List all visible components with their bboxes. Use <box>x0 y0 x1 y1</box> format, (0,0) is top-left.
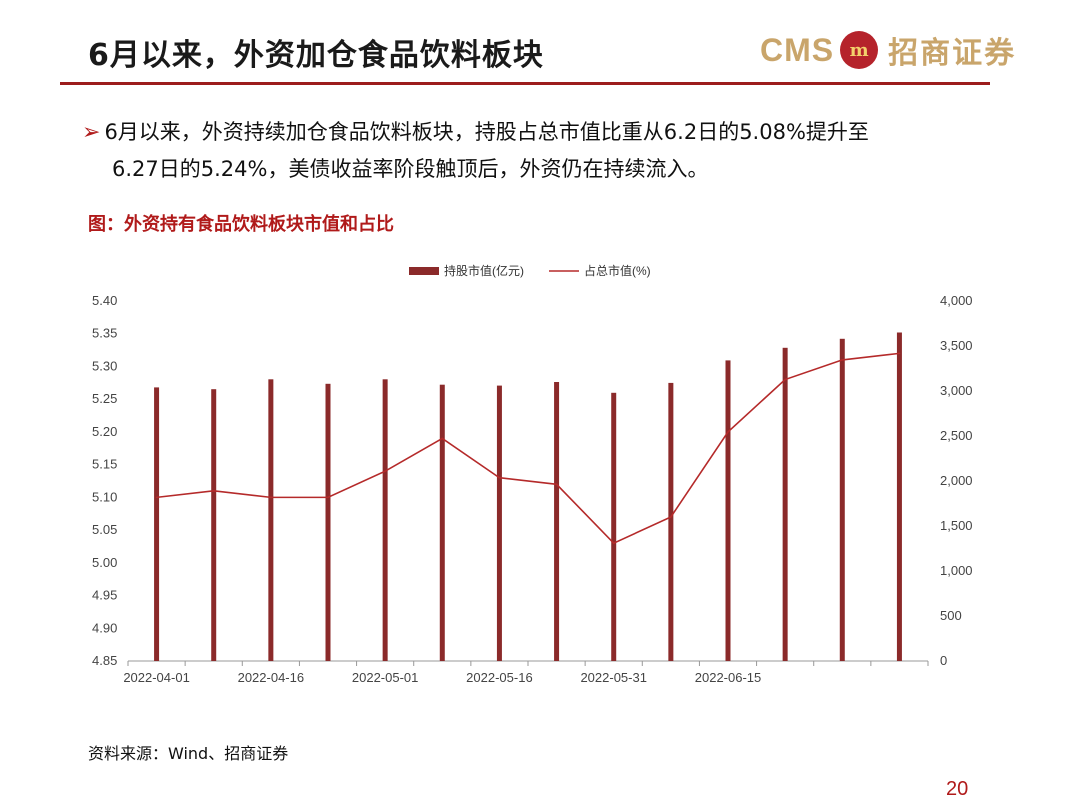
line-series <box>155 352 901 545</box>
bullet-line-2: 6.27日的5.24%，美债收益率阶段触顶后，外资仍在持续流入。 <box>112 157 709 181</box>
right-tick-label: 1,000 <box>940 563 973 578</box>
right-tick-label: 3,000 <box>940 383 973 398</box>
line-point <box>727 431 729 433</box>
source-note: 资料来源：Wind、招商证券 <box>88 744 289 763</box>
page-number: 20 <box>946 778 969 800</box>
line-point <box>555 483 558 486</box>
bar <box>896 332 902 661</box>
bar <box>839 338 845 661</box>
right-tick-label: 1,500 <box>940 518 973 533</box>
line-point <box>612 542 615 544</box>
x-tick-label: 2022-05-31 <box>580 670 647 685</box>
bar <box>554 382 560 661</box>
legend-label-line: 占总市值(%) <box>584 263 651 278</box>
right-tick-label: 2,000 <box>940 473 973 488</box>
right-tick-label: 500 <box>940 608 962 623</box>
left-tick-label: 4.95 <box>92 588 117 603</box>
x-axis: 2022-04-01 2022-04-16 2022-05-01 2022-05-16… <box>123 660 929 685</box>
bullet-line-1: 6月以来，外资持续加仓食品饮料板块，持股占总市值比重从6.2日的5.08%提升至 <box>104 120 869 144</box>
bar <box>211 389 217 661</box>
line-point <box>327 496 329 499</box>
x-tick-label: 2022-04-01 <box>123 670 190 685</box>
line-point <box>898 352 901 355</box>
bar <box>382 379 388 661</box>
bar <box>325 383 331 661</box>
header-rule <box>60 82 990 85</box>
left-tick-label: 5.00 <box>92 555 117 570</box>
right-tick-label: 2,500 <box>940 428 973 443</box>
bar <box>268 379 274 661</box>
bar <box>611 392 617 661</box>
left-tick-label: 5.15 <box>92 457 117 472</box>
right-tick-label: 3,500 <box>940 338 973 353</box>
line-point <box>498 476 501 479</box>
line-point <box>841 359 844 361</box>
right-tick-label: 4,000 <box>940 293 973 308</box>
bullet-arrow-icon: ➢ <box>82 120 101 145</box>
chart: 持股市值(亿元) 占总市值(%) 5.40 5.35 5.30 5.25 5.20 5.15… <box>92 263 973 685</box>
left-tick-label: 5.40 <box>92 293 117 308</box>
left-tick-label: 5.30 <box>92 358 117 373</box>
x-tick-label: 2022-05-16 <box>466 670 533 685</box>
brand-logo: CMS m 招商证券 <box>760 28 1016 72</box>
figure-title: 图：外资持有食品饮料板块市值和占比 <box>88 214 394 235</box>
x-tick-label: 2022-05-01 <box>352 670 419 685</box>
line-point <box>384 470 386 472</box>
bar-series <box>154 332 902 661</box>
left-tick-label: 4.90 <box>92 620 117 635</box>
logo-text-en: CMS <box>760 31 835 68</box>
logo-seal-icon: m <box>840 31 879 69</box>
legend-swatch-bar <box>409 267 439 275</box>
right-tick-label: 0 <box>940 653 947 668</box>
left-tick-label: 5.35 <box>92 326 117 341</box>
line-point <box>441 437 444 440</box>
line-point <box>670 516 672 518</box>
left-tick-label: 4.85 <box>92 653 117 668</box>
line-path <box>156 352 900 545</box>
bar <box>496 385 502 661</box>
legend-label-bar: 持股市值(亿元) <box>444 263 524 278</box>
bar <box>439 384 445 661</box>
left-tick-label: 5.10 <box>92 489 117 504</box>
right-axis: 4,000 3,500 3,000 2,500 2,000 1,500 1,000 500 0 <box>940 293 973 668</box>
line-point <box>212 490 215 492</box>
bar <box>782 347 788 661</box>
page-title: 6月以来，外资加仓食品饮料板块 <box>88 38 544 73</box>
chart-legend: 持股市值(亿元) 占总市值(%) <box>409 263 651 278</box>
line-point <box>270 496 272 499</box>
bar <box>668 382 674 661</box>
line-point <box>784 378 786 381</box>
x-tick-label: 2022-04-16 <box>238 670 305 685</box>
bar <box>154 387 160 661</box>
logo-text-cn: 招商证券 <box>888 36 1017 71</box>
bar <box>725 360 731 661</box>
page-header: 6月以来，外资加仓食品饮料板块 CMS m 招商证券 <box>0 0 1080 90</box>
left-axis: 5.40 5.35 5.30 5.25 5.20 5.15 5.10 5.05 5.00 4.95… <box>92 293 117 668</box>
line-point <box>155 496 158 499</box>
bullet-text: ➢ 6月以来，外资持续加仓食品饮料板块，持股占总市值比重从6.2日的5.08%提升… <box>82 114 1002 187</box>
left-tick-label: 5.20 <box>92 424 117 439</box>
x-tick-label: 2022-06-15 <box>695 670 762 685</box>
left-tick-label: 5.25 <box>92 391 117 406</box>
left-tick-label: 5.05 <box>92 522 117 537</box>
